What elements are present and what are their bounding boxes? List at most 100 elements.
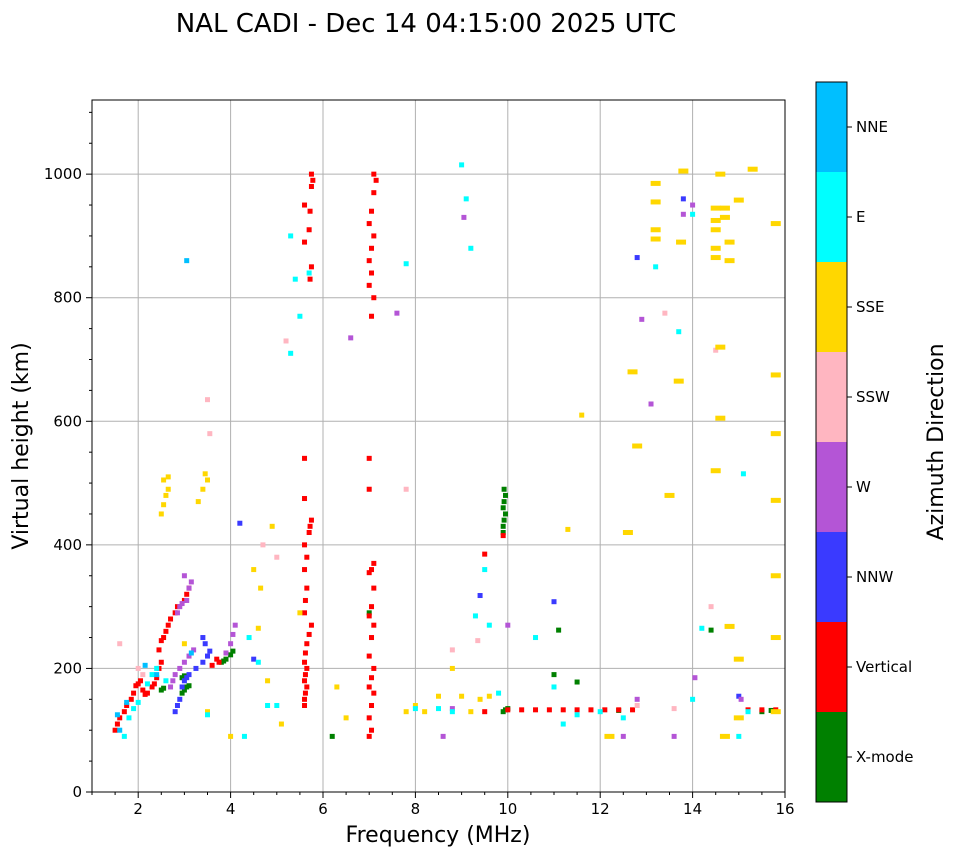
data-point-ssw (475, 638, 481, 644)
data-point-w (348, 335, 354, 341)
data-point-sse (710, 255, 721, 261)
data-point-sse (719, 733, 730, 739)
data-point-w (186, 585, 192, 591)
data-point-w (184, 597, 190, 603)
data-point-vertical (302, 610, 308, 616)
data-point-w (232, 622, 238, 628)
data-point-x-mode (181, 687, 187, 693)
data-point-e (403, 261, 409, 267)
data-point-ssw (117, 641, 123, 647)
colorbar-label: NNE (856, 118, 888, 136)
data-point-sse (719, 214, 730, 220)
data-point-sse (770, 573, 781, 579)
colorbar-label: E (856, 208, 865, 226)
data-point-sse (422, 709, 428, 715)
data-point-sse (632, 443, 643, 449)
colorbar-title: Azimuth Direction (924, 343, 949, 540)
data-point-x-mode (556, 627, 562, 633)
data-point-x-mode (179, 690, 185, 696)
data-point-sse (622, 530, 633, 535)
colorbar-swatch-vertical (816, 622, 847, 712)
data-point-vertical (302, 202, 308, 208)
grid (92, 100, 786, 793)
data-point-e (472, 613, 478, 619)
data-point-e (163, 678, 169, 684)
data-point-e (144, 681, 150, 687)
data-point-vertical (366, 221, 372, 227)
data-point-w (177, 665, 183, 671)
data-point-e (620, 715, 626, 721)
data-point-vertical (308, 171, 314, 177)
data-point-ssw (135, 665, 141, 671)
y-tick-label: 1000 (44, 165, 82, 183)
data-point-w (228, 641, 234, 647)
data-point-sse (724, 258, 735, 264)
data-point-x-mode (501, 499, 507, 505)
colorbar-swatch-w (816, 442, 847, 532)
data-point-sse (269, 523, 275, 529)
data-point-sse (205, 477, 210, 483)
data-point-x-mode (502, 492, 508, 498)
data-point-w (191, 647, 197, 653)
data-point-ssw (403, 486, 409, 492)
data-point-e (699, 625, 705, 631)
data-point-w (505, 622, 511, 628)
data-point-vertical (158, 638, 164, 644)
data-point-sse (719, 205, 730, 211)
data-point-vertical (135, 681, 141, 687)
colorbar-swatch-nnw (816, 532, 847, 622)
data-point-vertical (140, 687, 146, 693)
data-point-vertical (369, 675, 375, 681)
data-point-vertical (304, 665, 310, 671)
data-point-sse (255, 625, 261, 631)
data-point-sse (650, 236, 661, 242)
data-point-vertical (371, 622, 377, 628)
chart-title: NAL CADI - Dec 14 04:15:00 2025 UTC (176, 9, 676, 39)
data-point-e (736, 733, 742, 739)
data-point-vertical (369, 604, 375, 610)
data-point-vertical (302, 672, 308, 678)
data-point-vertical (302, 659, 308, 665)
colorbar-swatch-ssw (816, 352, 847, 442)
data-point-vertical (366, 570, 372, 576)
data-point-sse (449, 665, 455, 671)
data-point-vertical (304, 641, 310, 647)
data-point-sse (412, 703, 418, 708)
data-point-sse (770, 372, 781, 378)
data-point-sse (251, 567, 257, 573)
data-point-e (241, 733, 247, 739)
data-point-nnw (251, 656, 257, 662)
data-point-vertical (304, 585, 310, 591)
data-point-vertical (168, 616, 174, 622)
data-point-e (560, 721, 566, 727)
data-point-vertical (304, 554, 310, 560)
data-point-ssw (260, 542, 266, 548)
data-point-vertical (131, 690, 137, 696)
data-point-x-mode (708, 627, 714, 633)
data-point-e (297, 313, 303, 319)
data-point-vertical (121, 709, 127, 715)
data-point-ssw (708, 604, 714, 610)
data-point-e (653, 264, 659, 270)
y-tick-label: 400 (53, 536, 82, 554)
colorbar-label: W (856, 478, 871, 496)
data-point-vertical (366, 613, 372, 619)
data-point-sse (486, 693, 492, 699)
y-axis-ticks: 0 200 400 600 800 1000 (44, 111, 92, 801)
data-point-sse (205, 709, 210, 715)
x-tick-label: 6 (318, 800, 328, 818)
data-point-sse (297, 610, 303, 616)
data-point-vertical (156, 647, 162, 653)
data-point-sse (468, 709, 474, 715)
data-point-nnw (736, 693, 742, 699)
data-point-vertical (369, 245, 375, 251)
x-tick-label: 2 (133, 800, 143, 818)
data-point-vertical (369, 313, 375, 319)
data-point-sse (181, 641, 187, 647)
data-point-e (126, 715, 132, 721)
data-point-e (131, 706, 137, 712)
data-point-vertical (371, 690, 377, 696)
colorbar-frame (815, 81, 848, 803)
data-point-nnw (237, 520, 243, 526)
